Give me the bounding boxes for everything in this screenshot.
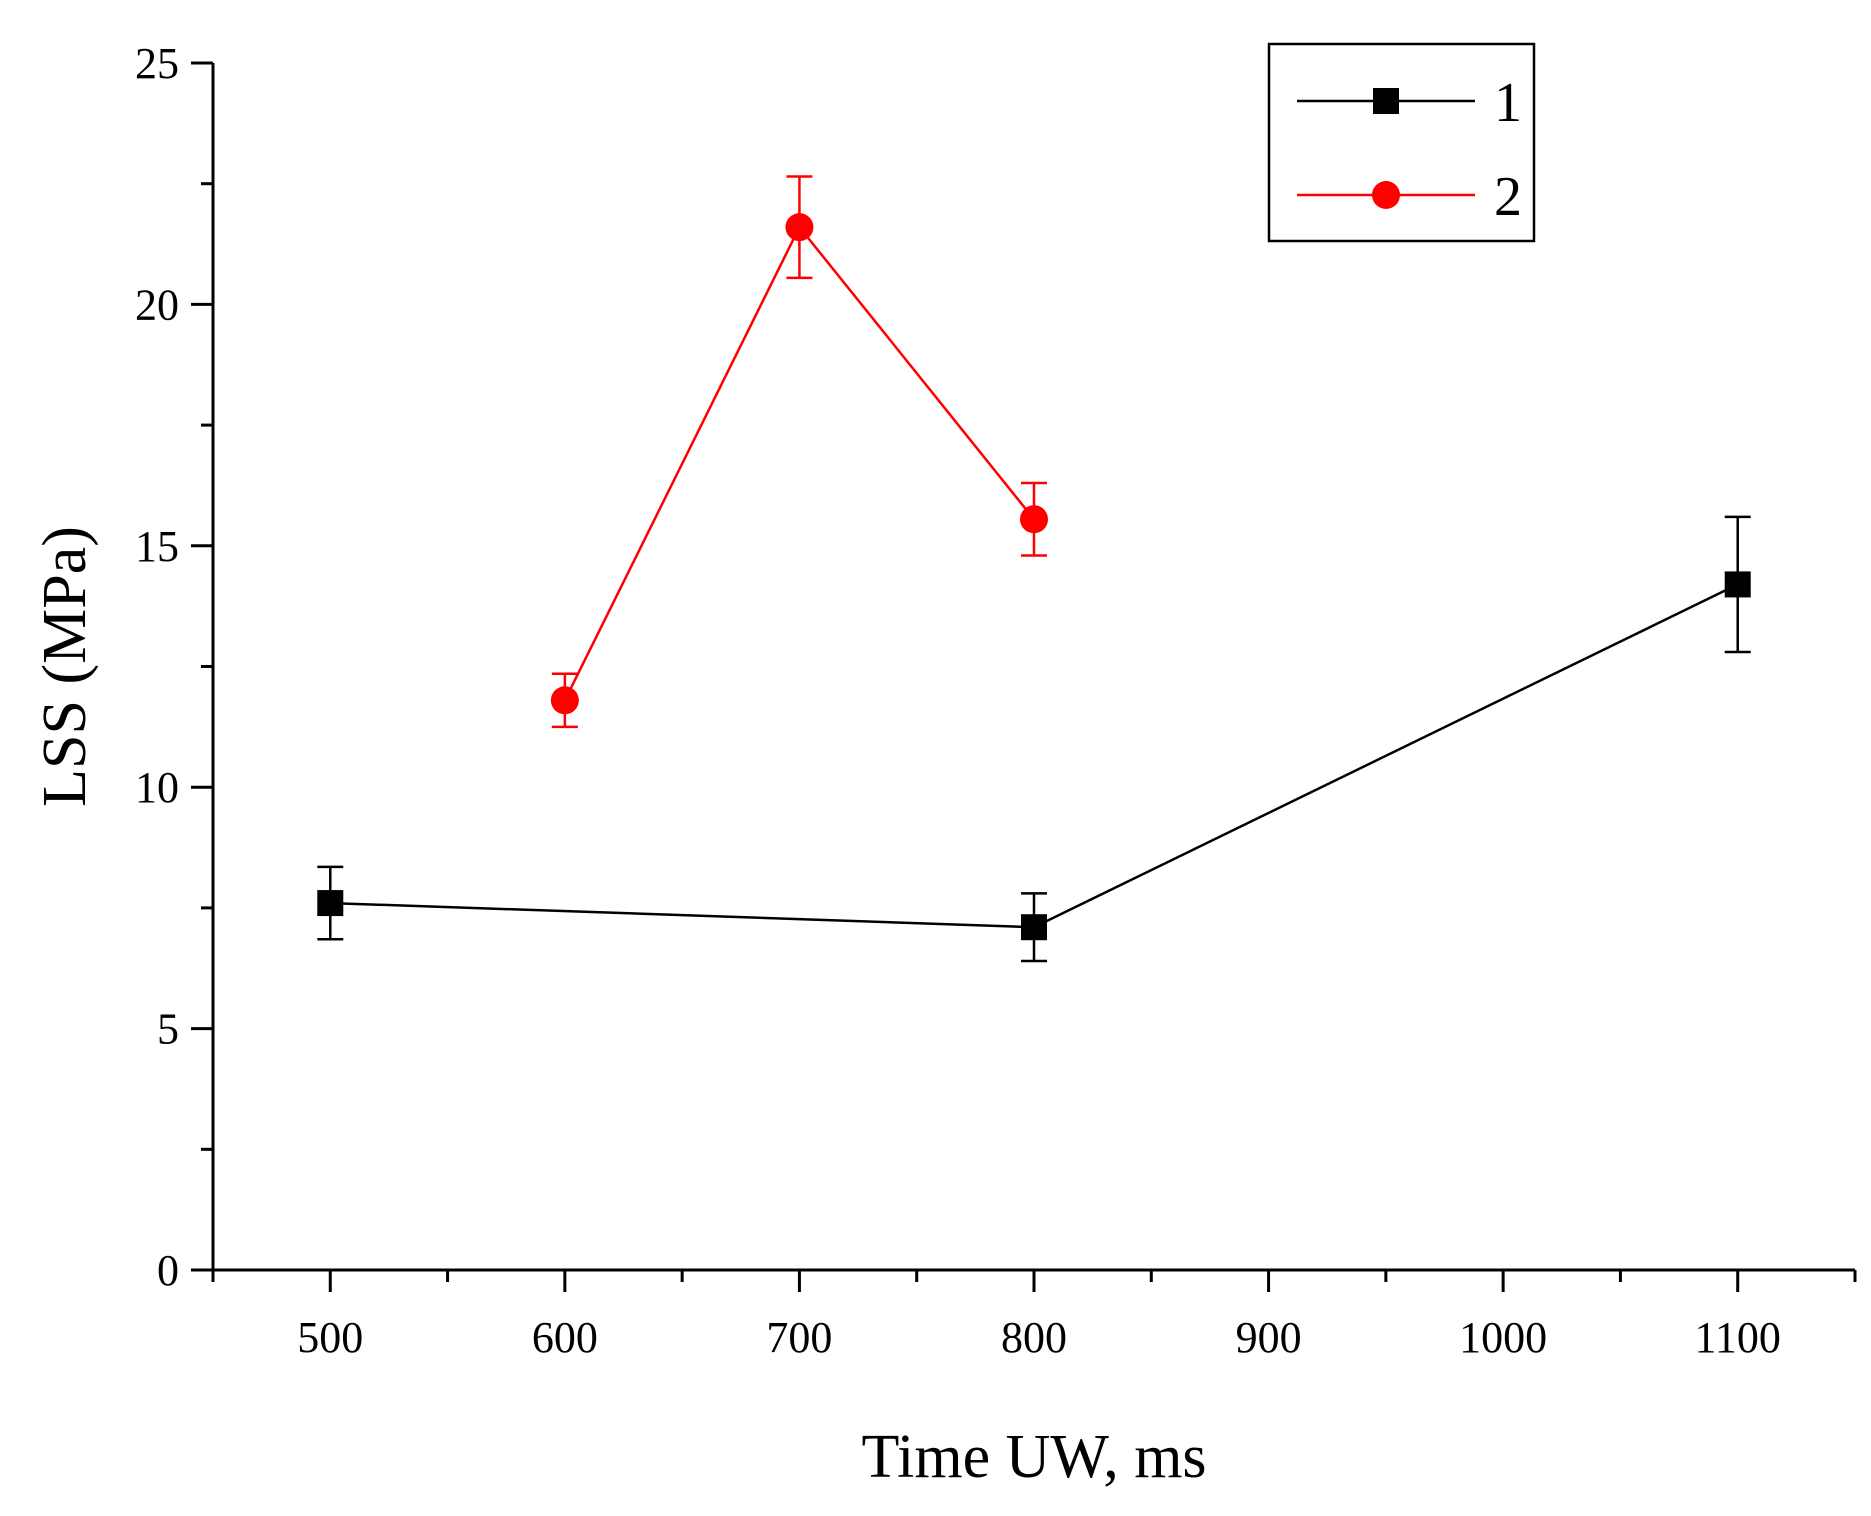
y-tick-label: 0 [157, 1246, 179, 1295]
plot-area [317, 175, 1751, 963]
x-tick-label: 800 [1001, 1313, 1067, 1362]
x-axis-title: Time UW, ms [861, 1423, 1206, 1491]
axes: 0 5 10 15 20 25 500 600 700 800 900 1000 1100 [135, 39, 1857, 1362]
data-point-circle [550, 686, 579, 715]
x-tick-label: 1000 [1459, 1313, 1547, 1362]
data-point-square [1724, 571, 1751, 598]
legend-item-1: 1 [1297, 72, 1522, 134]
data-point-square [317, 890, 344, 917]
series-line-1 [330, 583, 1739, 929]
legend-box [1267, 42, 1536, 243]
data-point-square [1021, 914, 1047, 941]
x-tick-label: 700 [766, 1313, 832, 1362]
legend-label: 1 [1494, 72, 1522, 134]
legend-marker-circle [1372, 181, 1400, 209]
y-axis-title: LSS (MPa) [31, 526, 99, 807]
y-tick-label: 25 [135, 39, 179, 88]
legend-label: 2 [1494, 166, 1522, 228]
legend-item-2: 2 [1297, 166, 1522, 228]
y-tick-label: 20 [135, 280, 179, 329]
series-2 [550, 175, 1048, 729]
x-tick-label: 1100 [1695, 1313, 1781, 1362]
legend-marker-square [1373, 88, 1399, 114]
series-line-2 [563, 224, 1035, 701]
data-point-circle [1020, 505, 1048, 534]
x-tick-label: 600 [532, 1313, 598, 1362]
x-tick-label: 500 [297, 1313, 363, 1362]
series-1 [317, 515, 1751, 963]
data-point-circle [785, 213, 814, 242]
x-tick-label: 900 [1236, 1313, 1302, 1362]
y-tick-label: 5 [157, 1005, 179, 1054]
y-tick-label: 15 [135, 522, 179, 571]
y-tick-label: 10 [135, 763, 179, 812]
legend: 12 [1267, 42, 1536, 243]
